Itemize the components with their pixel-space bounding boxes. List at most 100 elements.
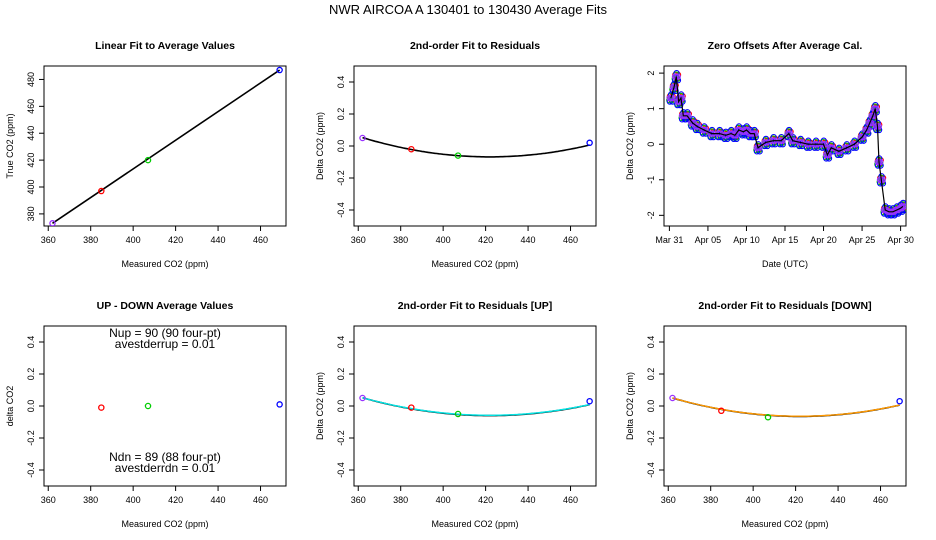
offset-point [690, 119, 698, 127]
x-tick-label: Apr 20 [810, 235, 837, 245]
x-tick-label: 440 [521, 495, 536, 505]
data-point [49, 220, 56, 226]
offset-point [756, 148, 763, 155]
x-tick-label: 420 [168, 495, 183, 505]
offset-point [820, 137, 827, 144]
x-tick-label: 360 [41, 495, 56, 505]
offset-point [743, 123, 750, 130]
x-tick-label: 460 [253, 235, 268, 245]
y-tick-label: 0.2 [336, 368, 346, 381]
stats-annotation: avestderrup = 0.01 [115, 337, 216, 351]
stats-annotation: Ndn = 89 (88 four-pt) [109, 450, 221, 464]
y-axis-label: Delta CO2 (ppm) [625, 112, 635, 180]
offset-point [843, 141, 851, 148]
panel-1: Linear Fit to Average Values 360 380 400 420… [5, 40, 287, 269]
y-axis-label: delta CO2 [5, 386, 15, 427]
y-tick-label: -0.4 [26, 462, 36, 478]
x-tick-label: 460 [563, 235, 578, 245]
x-tick-label: 460 [563, 495, 578, 505]
figure-title: NWR AIRCOA A 130401 to 130430 Average Fi… [329, 2, 607, 17]
plot-area [359, 134, 593, 159]
data-point [359, 134, 366, 142]
offset-point [877, 162, 884, 169]
x-tick-label: 420 [478, 235, 493, 245]
y-tick-label: 0.2 [336, 108, 346, 121]
fit-curve [362, 136, 590, 158]
y-tick-label: 380 [26, 206, 36, 221]
y-tick-label: 0.4 [26, 336, 36, 349]
x-tick-label: 380 [393, 235, 408, 245]
fit-line [52, 69, 281, 224]
y-axis-label: True CO2 (ppm) [5, 113, 15, 178]
panels: Linear Fit to Average Values 360 380 400 420… [5, 40, 914, 529]
x-tick-label: 440 [831, 495, 846, 505]
offset-point [779, 141, 786, 148]
y-tick-label: 0.2 [26, 368, 36, 381]
data-point [669, 394, 676, 402]
x-tick-label: 360 [351, 235, 366, 245]
x-axis-label: Measured CO2 (ppm) [121, 259, 208, 269]
offset-point [672, 84, 679, 91]
offset-point [852, 144, 860, 151]
plot-area [669, 394, 903, 421]
offset-point [879, 180, 887, 187]
y-tick-label: 480 [26, 72, 36, 87]
fit-curve [672, 397, 900, 417]
offset-point [785, 126, 793, 134]
x-tick-label: 400 [436, 235, 451, 245]
x-tick-label: 420 [788, 495, 803, 505]
x-tick-label: 400 [126, 495, 141, 505]
x-tick-label: 360 [661, 495, 676, 505]
offset-point [877, 158, 884, 166]
plot-area [666, 69, 906, 219]
offset-point [708, 126, 716, 134]
y-tick-label: 0.0 [26, 400, 36, 413]
plot-area [49, 66, 283, 226]
data-point [764, 413, 772, 421]
panel-title: UP - DOWN Average Values [97, 300, 234, 312]
x-tick-label: 460 [253, 495, 268, 505]
x-tick-label: 360 [41, 235, 56, 245]
x-axis-label: Measured CO2 (ppm) [431, 519, 518, 529]
x-tick-label: 440 [211, 235, 226, 245]
data-point [408, 404, 415, 411]
data-point [586, 397, 593, 405]
offset-point [805, 137, 812, 144]
x-tick-label: Apr 30 [887, 235, 914, 245]
y-tick-label: 0 [646, 142, 656, 147]
offset-point [829, 144, 836, 151]
y-tick-label: 1 [646, 106, 656, 111]
y-axis-label: Delta CO2 (ppm) [625, 372, 635, 440]
x-tick-label: 400 [126, 235, 141, 245]
y-tick-label: 460 [26, 99, 36, 114]
x-tick-label: 420 [478, 495, 493, 505]
offset-point [879, 176, 886, 183]
y-tick-label: 0.0 [336, 140, 346, 153]
offset-point [825, 155, 833, 162]
offset-point [828, 141, 835, 148]
data-point [586, 139, 593, 147]
x-tick-label: Apr 15 [772, 235, 799, 245]
offset-point [875, 123, 883, 130]
fit-curve [362, 396, 590, 417]
offset-point [836, 144, 843, 151]
plot-frame [353, 325, 597, 487]
x-tick-label: 440 [521, 235, 536, 245]
offset-point [770, 133, 777, 141]
panel-3: Zero Offsets After Average Cal. Mar 31 Apr… [625, 40, 914, 269]
y-tick-label: -1 [646, 176, 656, 184]
panel-title: 2nd-order Fit to Residuals [UP] [398, 300, 553, 312]
y-tick-label: 0.0 [336, 400, 346, 413]
offset-point [695, 123, 702, 130]
panel-4: UP - DOWN Average Values 360 380 400 420 440 4… [5, 300, 287, 529]
plot-frame [43, 65, 287, 227]
x-tick-label: 400 [746, 495, 761, 505]
data-point [359, 394, 366, 402]
plot-frame [663, 325, 907, 487]
panel-title: Zero Offsets After Average Cal. [708, 40, 863, 52]
x-axis-label: Measured CO2 (ppm) [121, 519, 208, 529]
x-axis-label: Date (UTC) [762, 259, 808, 269]
offset-point [756, 144, 763, 151]
y-tick-label: -0.2 [336, 430, 346, 446]
y-tick-label: 2 [646, 71, 656, 76]
